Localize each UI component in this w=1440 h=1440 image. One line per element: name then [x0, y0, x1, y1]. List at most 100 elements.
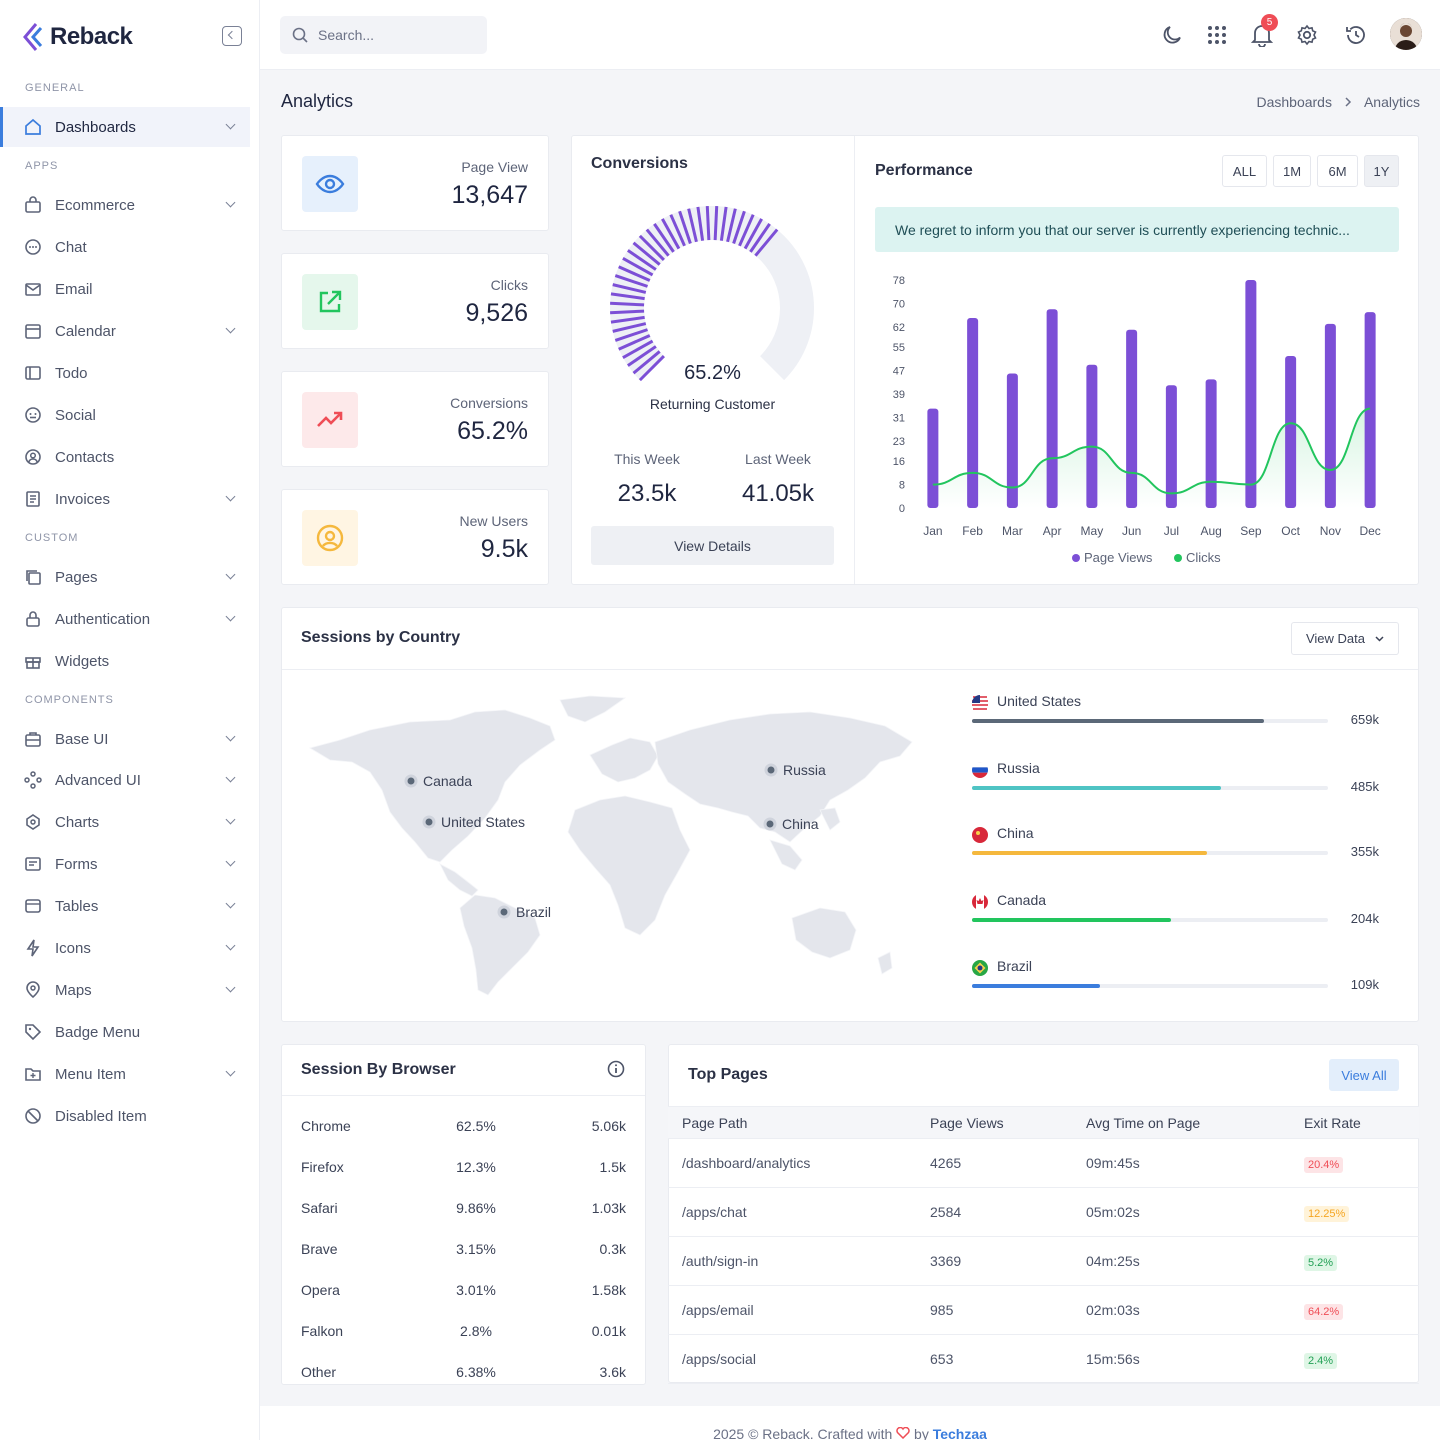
x-tick-label: Nov — [1320, 524, 1341, 538]
sidebar-item-label: Pages — [55, 568, 98, 586]
avatar[interactable] — [1390, 18, 1422, 50]
map-marker-brazil[interactable] — [497, 905, 511, 919]
sidebar-item-tables[interactable]: Tables — [0, 886, 250, 926]
sidebar-item-maps[interactable]: Maps — [0, 970, 250, 1010]
chevron-down-icon — [225, 898, 236, 909]
browser-percent: 9.86% — [456, 1200, 496, 1216]
table-row[interactable]: /dashboard/analytics 4265 09m:45s 20.4% — [668, 1138, 1419, 1188]
search-box[interactable] — [280, 16, 487, 54]
chevron-down-icon — [225, 772, 236, 783]
gauge-segment — [610, 315, 645, 324]
bar-page-views-dec — [1364, 312, 1376, 508]
view-details-button[interactable]: View Details — [591, 526, 834, 565]
sidebar-item-advanced-ui[interactable]: Advanced UI — [0, 760, 250, 800]
conversions-label: Returning Customer — [649, 396, 776, 412]
sidebar-item-authentication[interactable]: Authentication — [0, 599, 250, 639]
country-progress-fill — [972, 918, 1172, 922]
folder-icon — [24, 1065, 42, 1083]
sidebar-item-label: Dashboards — [55, 118, 136, 136]
country-value: 355k — [1350, 844, 1379, 859]
gauge-segment — [627, 345, 657, 367]
sidebar-item-label: Menu Item — [55, 1065, 126, 1083]
sidebar-collapse-button[interactable] — [222, 26, 242, 46]
sidebar-item-invoices[interactable]: Invoices — [0, 479, 250, 519]
form-icon — [24, 855, 42, 873]
map-marker-united-states[interactable] — [422, 815, 436, 829]
flag-brazil-icon — [972, 960, 988, 976]
exit-rate-badge: 64.2% — [1304, 1304, 1344, 1320]
gauge-segment — [661, 218, 681, 250]
apps-grid-icon[interactable] — [1204, 22, 1230, 48]
moon-icon[interactable] — [1159, 22, 1185, 48]
sidebar-item-contacts[interactable]: Contacts — [0, 437, 250, 477]
notification-badge: 5 — [1261, 14, 1278, 31]
sidebar-item-menu-item[interactable]: Menu Item — [0, 1054, 250, 1094]
column-header[interactable]: Page Path — [668, 1106, 916, 1139]
gear-icon[interactable] — [1294, 22, 1320, 48]
browser-percent: 2.8% — [460, 1323, 492, 1339]
sidebar-item-icons[interactable]: Icons — [0, 928, 250, 968]
table-row[interactable]: /apps/social 653 15m:56s 2.4% — [668, 1334, 1419, 1384]
sidebar-item-dashboards[interactable]: Dashboards — [0, 107, 250, 147]
server-alert: We regret to inform you that our server … — [875, 207, 1399, 252]
column-header[interactable]: Page Views — [916, 1106, 1072, 1139]
sidebar-item-calendar[interactable]: Calendar — [0, 311, 250, 351]
legend-label[interactable]: Clicks — [1186, 550, 1221, 565]
range-1y-button[interactable]: 1Y — [1364, 155, 1399, 187]
column-header[interactable]: Exit Rate — [1290, 1106, 1419, 1139]
browser-percent: 62.5% — [456, 1118, 496, 1134]
sidebar-item-forms[interactable]: Forms — [0, 844, 250, 884]
sidebar-item-ecommerce[interactable]: Ecommerce — [0, 185, 250, 225]
range-all-button[interactable]: ALL — [1222, 155, 1267, 187]
y-tick-label: 55 — [893, 342, 905, 354]
map-marker-russia[interactable] — [764, 763, 778, 777]
y-tick-label: 8 — [899, 480, 905, 492]
sidebar-item-disabled-item[interactable]: Disabled Item — [0, 1096, 250, 1136]
brand-logo[interactable]: Reback — [22, 20, 133, 54]
legend-label[interactable]: Page Views — [1084, 550, 1153, 565]
footer-author-link[interactable]: Techzaa — [932, 1426, 987, 1440]
browser-list: Chrome 62.5% 5.06k Firefox 12.3% 1.5k Safari 9.… — [282, 1100, 645, 1384]
table-row[interactable]: /apps/email 985 02m:03s 64.2% — [668, 1285, 1419, 1335]
bag-icon — [24, 196, 42, 214]
bar-page-views-mar — [1006, 373, 1018, 508]
page-views: 3369 — [916, 1236, 1072, 1286]
search-input[interactable] — [318, 27, 468, 43]
gauge-segment — [713, 206, 719, 241]
map-marker-china[interactable] — [763, 817, 777, 831]
sidebar-item-todo[interactable]: Todo — [0, 353, 250, 393]
country-progress-track — [972, 719, 1328, 723]
sidebar-item-chat[interactable]: Chat — [0, 227, 250, 267]
sidebar-item-email[interactable]: Email — [0, 269, 250, 309]
x-tick-label: Sep — [1240, 524, 1262, 538]
browser-title: Session By Browser — [301, 1061, 456, 1078]
view-all-button[interactable]: View All — [1329, 1059, 1399, 1091]
map-marker-canada[interactable] — [404, 774, 418, 788]
divider — [282, 669, 1418, 670]
list-item: Other 6.38% 3.6k — [301, 1364, 626, 1384]
gauge-segment — [749, 223, 771, 253]
range-6m-button[interactable]: 6M — [1317, 155, 1358, 187]
view-data-dropdown[interactable]: View Data — [1291, 622, 1399, 655]
country-value: 659k — [1350, 712, 1379, 727]
table-row[interactable]: /auth/sign-in 3369 04m:25s 5.2% — [668, 1236, 1419, 1286]
sidebar-item-widgets[interactable]: Widgets — [0, 641, 250, 681]
sidebar-item-pages[interactable]: Pages — [0, 557, 250, 597]
column-header[interactable]: Avg Time on Page — [1072, 1106, 1290, 1139]
stat-label: New Users — [459, 513, 528, 529]
gauge-segment — [645, 228, 670, 257]
footer-by: by — [914, 1426, 929, 1440]
logo-icon — [23, 23, 43, 51]
sidebar-item-badge-menu[interactable]: Badge Menu — [0, 1012, 250, 1052]
stat-card-new-users: New Users 9.5k — [281, 489, 549, 585]
sidebar-item-social[interactable]: Social — [0, 395, 250, 435]
history-icon[interactable] — [1343, 22, 1369, 48]
sidebar-item-base-ui[interactable]: Base UI — [0, 719, 250, 759]
avg-time: 04m:25s — [1072, 1236, 1290, 1286]
table-row[interactable]: /apps/chat 2584 05m:02s 12.25% — [668, 1187, 1419, 1237]
sidebar-item-charts[interactable]: Charts — [0, 802, 250, 842]
info-icon[interactable] — [607, 1060, 625, 1078]
range-1m-button[interactable]: 1M — [1273, 155, 1311, 187]
country-progress-fill — [972, 984, 1101, 988]
breadcrumb-dashboards[interactable]: Dashboards — [1256, 94, 1332, 110]
